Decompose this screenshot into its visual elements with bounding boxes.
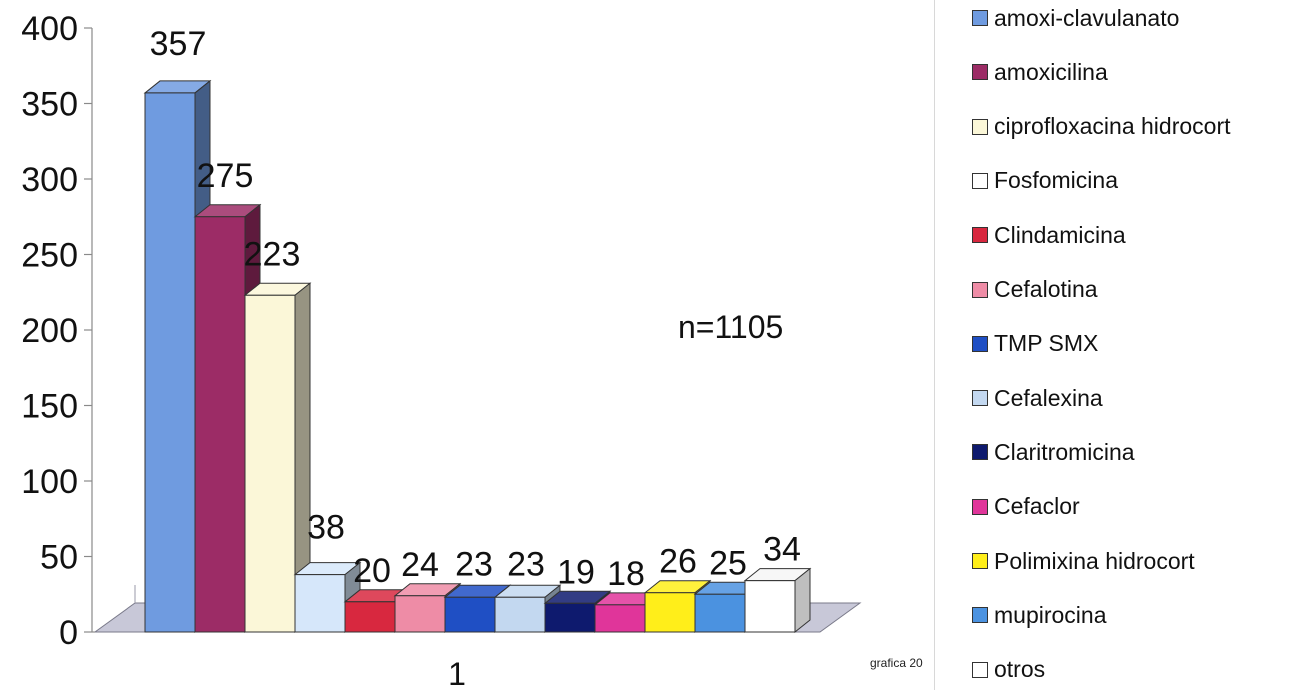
y-tick-label: 200: [21, 312, 78, 350]
legend-label: Polimixina hidrocort: [994, 547, 1195, 574]
legend-item: Fosfomicina: [972, 167, 1118, 194]
data-label: 223: [244, 235, 301, 273]
legend-swatch: [972, 227, 988, 244]
data-label: 23: [507, 545, 545, 583]
legend-item: Cefalotina: [972, 276, 1098, 303]
legend-swatch: [972, 390, 988, 407]
bar-front: [194, 216, 246, 633]
legend-label: amoxi-clavulanato: [994, 4, 1180, 31]
y-tick-label: 400: [21, 10, 78, 48]
legend-swatch: [972, 172, 988, 189]
legend-item: Clindamicina: [972, 222, 1126, 248]
legend-item: amoxicilina: [972, 59, 1108, 85]
category-label: 1: [448, 656, 466, 690]
legend-swatch: [972, 661, 988, 678]
y-tick-label: 250: [21, 237, 78, 275]
y-axis: 0 50 100 150 200 250 300 350 400: [21, 10, 95, 652]
y-tick-label: 50: [40, 539, 78, 577]
y-tick-label: 0: [59, 614, 78, 652]
bar-otros: [743, 567, 812, 634]
bar-front: [744, 580, 796, 633]
bar-front: [494, 596, 546, 633]
bar-front: [244, 294, 296, 633]
data-label: 24: [401, 546, 439, 584]
data-label: 20: [353, 552, 391, 590]
bar-front: [444, 596, 496, 633]
bar-front: [344, 601, 396, 633]
data-label: 23: [455, 545, 493, 583]
y-tick-label: 300: [21, 161, 78, 199]
legend-item: otros: [972, 656, 1046, 683]
bar-front: [144, 92, 196, 633]
legend-item: Cefalexina: [972, 385, 1103, 411]
legend-swatch: [972, 10, 988, 26]
legend-label: amoxicilina: [994, 58, 1108, 85]
data-label: 18: [607, 555, 645, 593]
bar-ciprofloxacina-hidrocort: [243, 282, 312, 634]
legend-label: Cefaclor: [994, 493, 1080, 520]
data-label: 34: [763, 531, 801, 569]
legend-label: mupirocina: [994, 601, 1107, 628]
legend-label: Clindamicina: [994, 221, 1126, 248]
bar-front: [594, 604, 646, 633]
legend-label: Cefalotina: [994, 276, 1098, 302]
legend-label: Fosfomicina: [994, 167, 1118, 194]
data-label: 26: [659, 543, 697, 581]
legend-swatch: [972, 64, 988, 81]
legend-item: Claritromicina: [972, 439, 1135, 465]
y-tick-label: 350: [21, 86, 78, 124]
legend-item: Cefaclor: [972, 493, 1080, 520]
bars: [143, 79, 812, 634]
legend-swatch: [972, 553, 988, 569]
legend-label: ciprofloxacina hidrocort: [994, 113, 1231, 140]
data-label: 275: [197, 157, 254, 195]
legend: amoxi-clavulanato amoxicilina ciprofloxaci…: [972, 0, 1290, 690]
legend-swatch: [972, 607, 988, 624]
bar-front: [294, 574, 346, 633]
bar-front: [694, 593, 746, 633]
legend-swatch: [972, 118, 988, 135]
y-tick-label: 150: [21, 388, 78, 426]
data-label: 357: [150, 25, 207, 63]
footnote: grafica 20: [870, 656, 923, 670]
legend-divider: [934, 0, 935, 690]
legend-swatch: [972, 281, 988, 298]
legend-item: TMP SMX: [972, 330, 1099, 357]
legend-swatch: [972, 335, 988, 352]
bar-front: [644, 592, 696, 633]
bar-front: [544, 602, 596, 633]
legend-swatch: [972, 444, 988, 461]
legend-label: otros: [994, 656, 1046, 683]
y-tick-label: 100: [21, 463, 78, 501]
data-label: 19: [557, 553, 595, 591]
legend-label: Claritromicina: [994, 438, 1135, 465]
legend-item: Polimixina hidrocort: [972, 548, 1195, 574]
legend-item: ciprofloxacina hidrocort: [972, 113, 1231, 140]
legend-item: amoxi-clavulanato: [972, 5, 1179, 31]
data-label: 38: [307, 509, 345, 547]
legend-label: Cefalexina: [994, 384, 1103, 411]
legend-label: TMP SMX: [994, 330, 1099, 357]
sample-size-annotation: n=1105: [678, 309, 783, 345]
bar-front: [394, 595, 446, 633]
legend-swatch: [972, 498, 988, 515]
data-label: 25: [709, 544, 747, 582]
legend-item: mupirocina: [972, 602, 1107, 628]
